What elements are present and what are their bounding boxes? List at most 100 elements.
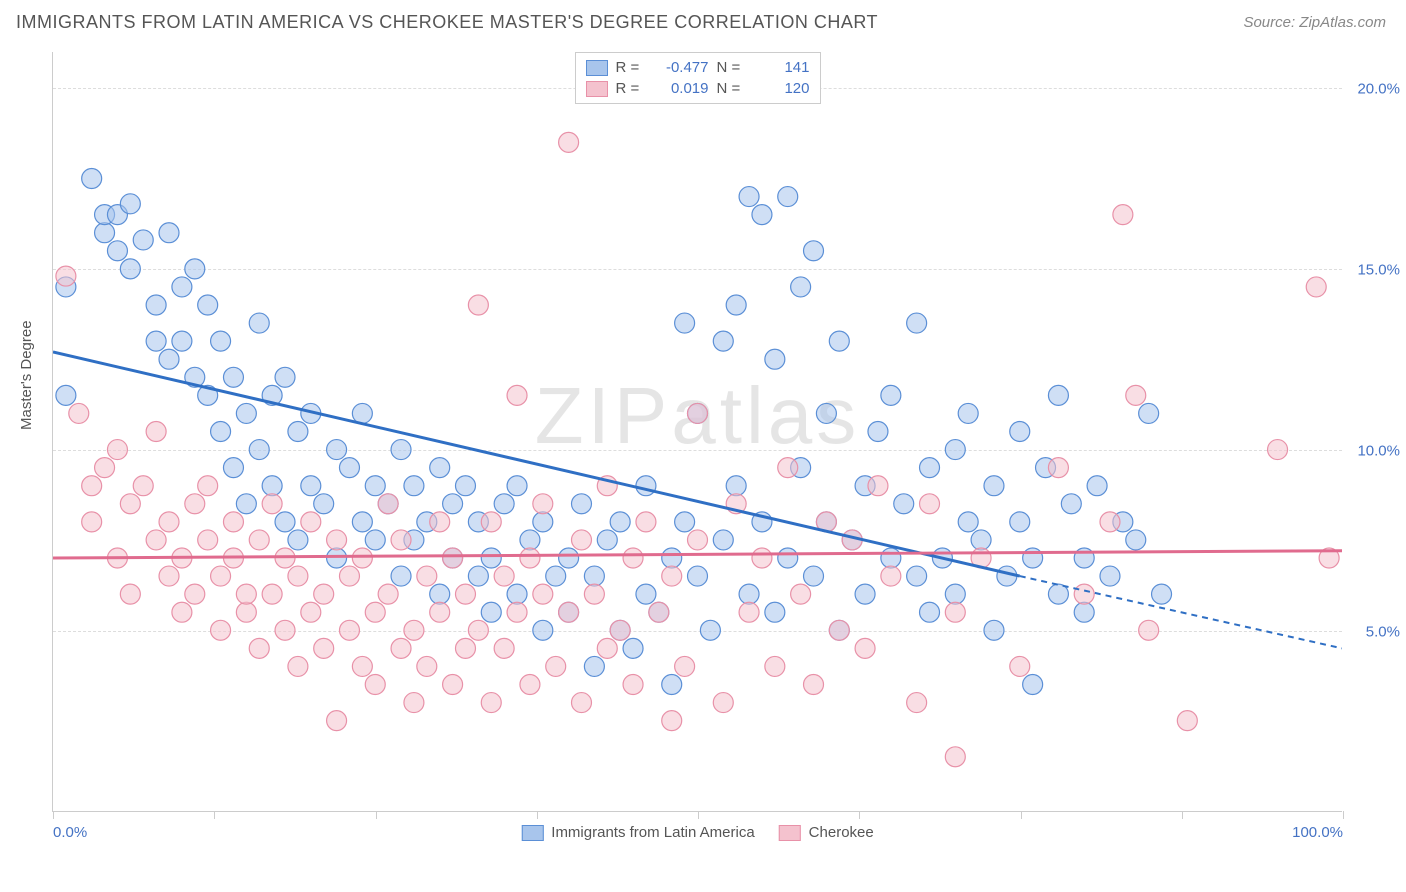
r-value-1: -0.477: [654, 59, 709, 76]
scatter-point: [584, 584, 604, 604]
n-label: N =: [717, 80, 747, 97]
scatter-point: [726, 295, 746, 315]
scatter-point: [339, 566, 359, 586]
y-tick-label: 10.0%: [1357, 443, 1400, 460]
chart-source: Source: ZipAtlas.com: [1243, 14, 1386, 31]
scatter-point: [262, 494, 282, 514]
x-tick: [214, 811, 215, 819]
scatter-point: [120, 194, 140, 214]
scatter-point: [404, 693, 424, 713]
scatter-point: [352, 512, 372, 532]
scatter-point: [584, 656, 604, 676]
scatter-point: [185, 259, 205, 279]
scatter-point: [211, 422, 231, 442]
scatter-point: [107, 440, 127, 460]
scatter-point: [56, 385, 76, 405]
y-tick-label: 15.0%: [1357, 262, 1400, 279]
scatter-point: [314, 638, 334, 658]
scatter-point: [713, 331, 733, 351]
legend-row-series2: R = 0.019 N = 120: [586, 78, 810, 99]
n-label: N =: [717, 59, 747, 76]
scatter-point: [378, 584, 398, 604]
scatter-point: [984, 620, 1004, 640]
scatter-point: [352, 656, 372, 676]
scatter-point: [1152, 584, 1172, 604]
r-label: R =: [616, 80, 646, 97]
scatter-point: [198, 530, 218, 550]
scatter-point: [211, 620, 231, 640]
scatter-point: [443, 494, 463, 514]
scatter-point: [249, 313, 269, 333]
scatter-point: [675, 512, 695, 532]
legend-label-1: Immigrants from Latin America: [551, 824, 754, 841]
chart-header: IMMIGRANTS FROM LATIN AMERICA VS CHEROKE…: [0, 0, 1406, 41]
scatter-point: [1126, 530, 1146, 550]
scatter-point: [185, 494, 205, 514]
scatter-point: [481, 693, 501, 713]
scatter-point: [430, 602, 450, 622]
scatter-point: [172, 602, 192, 622]
scatter-point: [920, 602, 940, 622]
scatter-point: [288, 566, 308, 586]
scatter-point: [829, 620, 849, 640]
scatter-point: [211, 566, 231, 586]
scatter-point: [739, 584, 759, 604]
scatter-point: [907, 313, 927, 333]
scatter-point: [571, 494, 591, 514]
scatter-point: [533, 494, 553, 514]
scatter-point: [533, 512, 553, 532]
scatter-point: [610, 512, 630, 532]
scatter-point: [791, 584, 811, 604]
scatter-point: [868, 476, 888, 496]
scatter-point: [546, 656, 566, 676]
scatter-point: [533, 620, 553, 640]
legend-item-cherokee: Cherokee: [779, 824, 874, 841]
scatter-point: [314, 494, 334, 514]
scatter-point: [146, 295, 166, 315]
chart-title: IMMIGRANTS FROM LATIN AMERICA VS CHEROKE…: [16, 12, 878, 33]
scatter-point: [262, 476, 282, 496]
scatter-point: [391, 440, 411, 460]
r-label: R =: [616, 59, 646, 76]
scatter-point: [455, 584, 475, 604]
y-tick-label: 5.0%: [1366, 624, 1400, 641]
scatter-point: [223, 512, 243, 532]
scatter-point: [945, 584, 965, 604]
scatter-point: [881, 566, 901, 586]
scatter-point: [688, 566, 708, 586]
scatter-point: [907, 693, 927, 713]
scatter-point: [662, 548, 682, 568]
scatter-point: [636, 476, 656, 496]
scatter-point: [945, 747, 965, 767]
scatter-point: [945, 602, 965, 622]
y-tick-label: 20.0%: [1357, 81, 1400, 98]
scatter-point: [597, 530, 617, 550]
scatter-point: [1139, 620, 1159, 640]
scatter-point: [107, 241, 127, 261]
scatter-point: [481, 548, 501, 568]
scatter-point: [907, 566, 927, 586]
scatter-point: [778, 187, 798, 207]
scatter-point: [198, 295, 218, 315]
scatter-point: [365, 530, 385, 550]
scatter-point: [675, 656, 695, 676]
scatter-point: [56, 266, 76, 286]
scatter-point: [288, 530, 308, 550]
scatter-point: [159, 349, 179, 369]
scatter-point: [1023, 675, 1043, 695]
scatter-point: [468, 620, 488, 640]
correlation-legend: R = -0.477 N = 141 R = 0.019 N = 120: [575, 52, 821, 104]
scatter-point: [804, 566, 824, 586]
scatter-point: [546, 566, 566, 586]
scatter-point: [339, 458, 359, 478]
scatter-point: [1010, 422, 1030, 442]
scatter-point: [507, 476, 527, 496]
scatter-point: [1074, 602, 1094, 622]
scatter-point: [713, 530, 733, 550]
scatter-point: [559, 548, 579, 568]
scatter-point: [920, 494, 940, 514]
scatter-point: [275, 512, 295, 532]
scatter-point: [688, 530, 708, 550]
legend-swatch-pink: [586, 81, 608, 97]
scatter-point: [301, 512, 321, 532]
